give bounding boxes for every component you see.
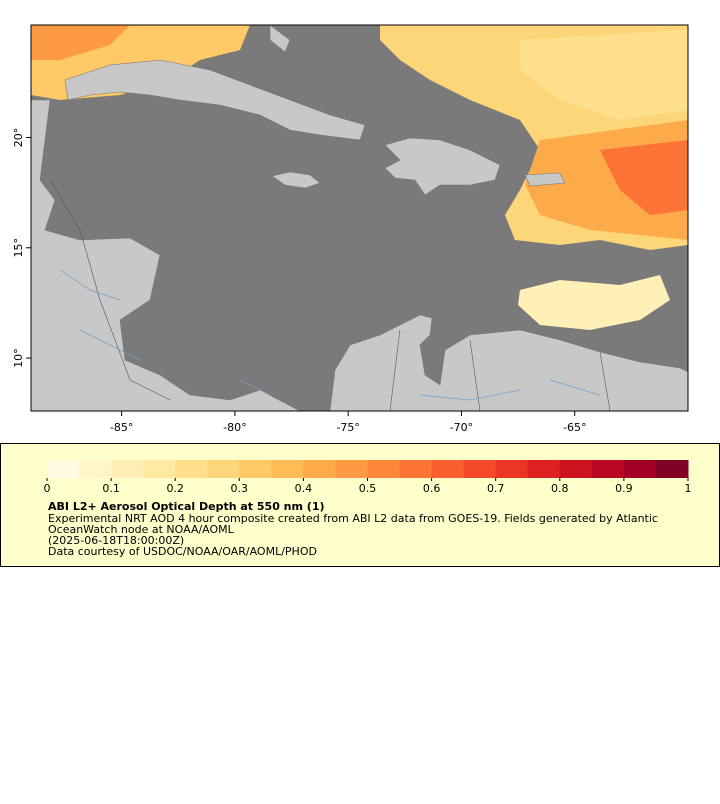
colorbar-segment <box>431 460 465 478</box>
colorbar-tick-label: 0.4 <box>295 482 313 495</box>
colorbar-tick-label: 0.9 <box>615 482 633 495</box>
colorbar-segment <box>463 460 497 478</box>
legend-title: ABI L2+ Aerosol Optical Depth at 550 nm … <box>48 500 325 513</box>
x-tick-label: -65° <box>563 421 586 434</box>
colorbar-segment <box>591 460 625 478</box>
x-tick-label: -85° <box>110 421 133 434</box>
land-south-america <box>329 314 688 411</box>
colorbar-segment <box>79 460 112 478</box>
land-hispaniola <box>384 137 501 196</box>
colorbar-tick-label: 0.2 <box>166 482 184 495</box>
colorbar-segment <box>47 460 80 478</box>
legend-line: Experimental NRT AOD 4 hour composite cr… <box>48 512 658 525</box>
colorbar-segment <box>111 460 144 478</box>
colorbar-segment <box>623 460 657 478</box>
y-tick-label: 20° <box>12 128 25 148</box>
country-border <box>49 179 611 411</box>
land-bahamas <box>269 25 291 53</box>
colorbar-segment <box>527 460 561 478</box>
colorbar-tick-label: 0.1 <box>102 482 120 495</box>
aerosol-plume <box>600 140 688 215</box>
colorbar-tick-label: 0.7 <box>487 482 505 495</box>
land-cuba <box>64 59 366 141</box>
colorbar-tick-label: 0.8 <box>551 482 569 495</box>
colorbar-segment <box>399 460 433 478</box>
colorbar-segment <box>175 460 208 478</box>
colorbar-segment <box>207 460 240 478</box>
colorbar-segment <box>559 460 593 478</box>
colorbar-segment <box>495 460 529 478</box>
colorbar-segment <box>335 460 368 478</box>
y-tick-label: 10° <box>12 348 25 368</box>
colorbar-segment <box>303 460 336 478</box>
legend-line: (2025-06-18T18:00:00Z) <box>48 534 184 547</box>
colorbar-segment <box>367 460 401 478</box>
colorbar-segment <box>239 460 272 478</box>
aerosol-plume <box>520 30 688 120</box>
river <box>59 269 601 401</box>
colorbar-tick-label: 0.5 <box>359 482 377 495</box>
colorbar-tick-label: 0.6 <box>423 482 441 495</box>
colorbar-tick-label: 0.3 <box>231 482 249 495</box>
aerosol-plume <box>31 25 130 60</box>
land-puerto-rico <box>524 172 566 187</box>
land-jamaica <box>271 171 321 189</box>
legend-line: OceanWatch node at NOAA/AOML <box>48 523 235 536</box>
aerosol-plume <box>518 275 670 330</box>
x-tick-label: -80° <box>223 421 246 434</box>
colorbar-segment <box>271 460 304 478</box>
colorbar-tick-label: 1 <box>685 482 692 495</box>
colorbar-segment <box>143 460 176 478</box>
colorbar-tick-label: 0 <box>44 482 51 495</box>
legend-line: Data courtesy of USDOC/NOAA/OAR/AOML/PHO… <box>48 545 317 558</box>
y-tick-label: 15° <box>12 238 25 258</box>
x-tick-label: -75° <box>336 421 359 434</box>
colorbar-segment <box>655 460 689 478</box>
map-area <box>31 25 688 411</box>
x-tick-label: -70° <box>450 421 473 434</box>
map-frame <box>30 24 689 412</box>
